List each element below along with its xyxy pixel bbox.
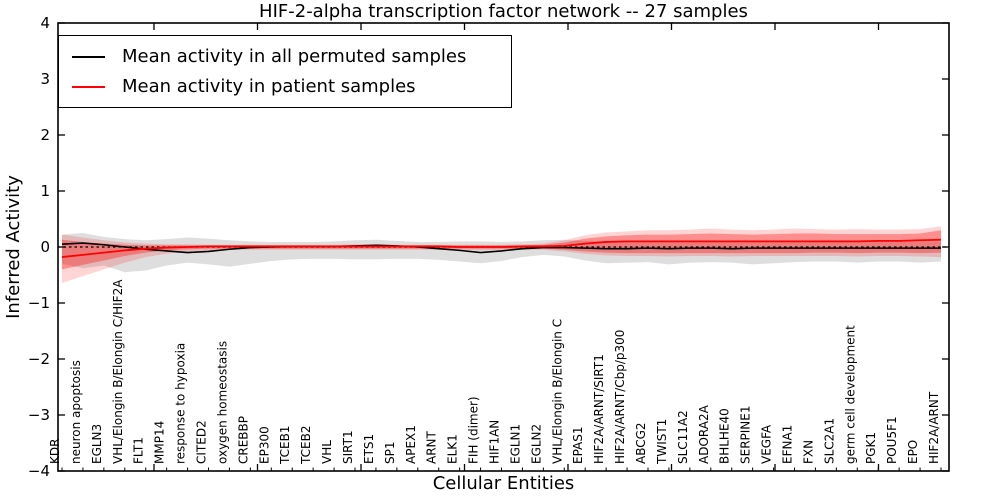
patient-inner-band <box>62 230 941 270</box>
x-tick-label: ELK1 <box>446 434 460 464</box>
x-tick-label: FXN <box>801 440 815 464</box>
x-tick-label: BHLHE40 <box>718 408 732 464</box>
legend-label-permuted: Mean activity in all permuted samples <box>122 46 467 67</box>
x-tick-label: EPAS1 <box>571 426 585 464</box>
x-tick-label: FLT1 <box>132 437 146 464</box>
y-tick-label: 4 <box>40 14 50 32</box>
y-tick-label: −3 <box>28 406 50 424</box>
x-tick-label: VEGFA <box>760 424 774 464</box>
x-tick-label: FIH (dimer) <box>467 396 481 464</box>
y-tick-label: −4 <box>28 462 50 480</box>
x-tick-label: ADORA2A <box>697 404 711 464</box>
y-axis-label: Inferred Activity <box>3 175 24 319</box>
y-tick-label: 3 <box>40 70 50 88</box>
x-tick-label: VHL/Elongin B/Elongin C/HIF2A <box>111 279 125 464</box>
x-tick-label: EP300 <box>257 426 271 464</box>
y-tick-label: 0 <box>40 238 50 256</box>
x-tick-label: EFNA1 <box>781 425 795 464</box>
permuted-confidence-band <box>62 233 941 273</box>
x-tick-label: EPO <box>906 440 920 464</box>
x-tick-label: EGLN1 <box>508 424 522 464</box>
patient-mean-line <box>61 238 942 258</box>
legend: Mean activity in all permuted samples Me… <box>58 35 512 108</box>
x-tick-label: oxygen homeostasis <box>215 341 229 464</box>
x-tick-label: ETS1 <box>362 434 376 464</box>
legend-item-permuted: Mean activity in all permuted samples <box>72 44 511 69</box>
x-tick-label: VHL <box>320 440 334 464</box>
x-tick-label: TCEB1 <box>278 426 292 465</box>
x-tick-label: EGLN2 <box>529 424 543 464</box>
x-tick-label: SLC2A1 <box>822 418 836 464</box>
x-tick-label: POU5F1 <box>885 416 899 464</box>
x-tick-label: PGK1 <box>864 432 878 464</box>
x-axis-label: Cellular Entities <box>432 473 575 494</box>
x-tick-label: VHL/Elongin B/Elongin C <box>550 319 564 464</box>
legend-item-patient: Mean activity in patient samples <box>72 74 511 99</box>
x-tick-label: SIRT1 <box>341 430 355 464</box>
x-tick-label: ARNT <box>425 430 439 464</box>
y-tick-label: 1 <box>40 182 50 200</box>
x-tick-label: TCEB2 <box>299 426 313 465</box>
patient-outer-band <box>62 226 941 283</box>
x-tick-label: SP1 <box>383 442 397 465</box>
x-tick-label: HIF2A/ARNT/SIRT1 <box>592 354 606 464</box>
x-tick-label: CITED2 <box>195 420 209 464</box>
x-tick-label: KDR <box>48 439 62 464</box>
y-tick-label: −2 <box>28 350 50 368</box>
permuted-mean-line <box>61 242 941 254</box>
y-tick-label: 2 <box>40 126 50 144</box>
y-tick-label: −1 <box>28 294 50 312</box>
x-tick-label: SERPINE1 <box>739 405 753 464</box>
x-tick-label: CREBBP <box>236 416 250 464</box>
x-tick-label: EGLN3 <box>90 424 104 464</box>
x-tick-label: HIF2A/ARNT <box>927 391 941 464</box>
x-tick-label: response to hypoxia <box>174 343 188 464</box>
legend-label-patient: Mean activity in patient samples <box>122 76 416 97</box>
x-tick-label: HIF1AN <box>488 420 502 464</box>
x-tick-label: neuron apoptosis <box>69 360 83 464</box>
patient-line-swatch <box>72 85 105 88</box>
x-tick-label: SLC11A2 <box>676 410 690 464</box>
permuted-line-swatch <box>72 55 105 58</box>
x-tick-label: germ cell development <box>843 325 857 464</box>
x-tick-label: APEX1 <box>404 425 418 464</box>
x-tick-label: MMP14 <box>153 421 167 464</box>
x-tick-label: TWIST1 <box>655 419 669 465</box>
x-tick-label: HIF2A/ARNT/Cbp/p300 <box>613 330 627 464</box>
x-tick-label: ABCG2 <box>634 422 648 464</box>
chart-title: HIF-2-alpha transcription factor network… <box>259 1 748 22</box>
